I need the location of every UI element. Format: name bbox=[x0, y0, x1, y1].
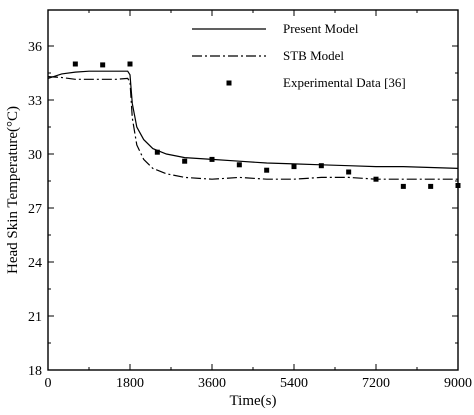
x-tick-label: 0 bbox=[45, 376, 52, 391]
data-point-experimental-data-36 bbox=[373, 176, 379, 182]
legend: Present Model STB Model Experimental Data … bbox=[192, 21, 406, 90]
data-point-experimental-data-36 bbox=[182, 158, 188, 164]
x-tick-label: 3600 bbox=[198, 376, 226, 391]
plot-frame bbox=[47, 9, 459, 371]
data-point-experimental-data-36 bbox=[127, 61, 133, 67]
data-point-experimental-data-36 bbox=[154, 149, 160, 155]
x-axis: 0 1800 3600 5400 7200 9000 bbox=[45, 10, 472, 391]
plot-frame-group bbox=[47, 9, 459, 371]
y-tick-label: 30 bbox=[28, 148, 42, 163]
legend-label-present-model: Present Model bbox=[283, 21, 359, 36]
y-tick-label: 21 bbox=[28, 310, 42, 325]
y-axis: 18 21 24 27 30 33 36 bbox=[28, 40, 458, 379]
x-tick-label: 1800 bbox=[116, 376, 144, 391]
y-tick-label: 18 bbox=[28, 364, 42, 379]
y-tick-label: 33 bbox=[28, 94, 42, 109]
data-point-experimental-data-36 bbox=[236, 162, 242, 168]
legend-label-experimental-data-36: Experimental Data [36] bbox=[283, 75, 406, 90]
data-point-experimental-data-36 bbox=[291, 164, 297, 170]
data-point-experimental-data-36 bbox=[264, 167, 270, 173]
data-point-experimental-data-36 bbox=[209, 156, 215, 162]
x-axis-title: Time(s) bbox=[230, 393, 277, 409]
y-tick-label: 27 bbox=[28, 202, 42, 217]
y-tick-label: 36 bbox=[28, 40, 42, 55]
x-tick-label: 9000 bbox=[444, 376, 472, 391]
legend-symbol-experimental-data-36 bbox=[226, 80, 232, 86]
y-axis-title: Head Skin Temperature(°C) bbox=[5, 106, 21, 274]
legend-label-stb-model: STB Model bbox=[283, 48, 344, 63]
data-point-experimental-data-36 bbox=[318, 163, 324, 169]
x-tick-label: 7200 bbox=[362, 376, 390, 391]
data-point-experimental-data-36 bbox=[346, 169, 352, 175]
y-tick-label: 24 bbox=[28, 256, 42, 271]
data-point-experimental-data-36 bbox=[455, 183, 461, 188]
x-tick-label: 5400 bbox=[280, 376, 308, 391]
series-layer bbox=[47, 61, 461, 189]
data-point-experimental-data-36 bbox=[428, 183, 434, 189]
data-point-experimental-data-36 bbox=[72, 61, 78, 67]
data-point-experimental-data-36 bbox=[400, 183, 406, 189]
series-line-stb-model bbox=[47, 76, 458, 180]
data-point-experimental-data-36 bbox=[100, 62, 106, 68]
